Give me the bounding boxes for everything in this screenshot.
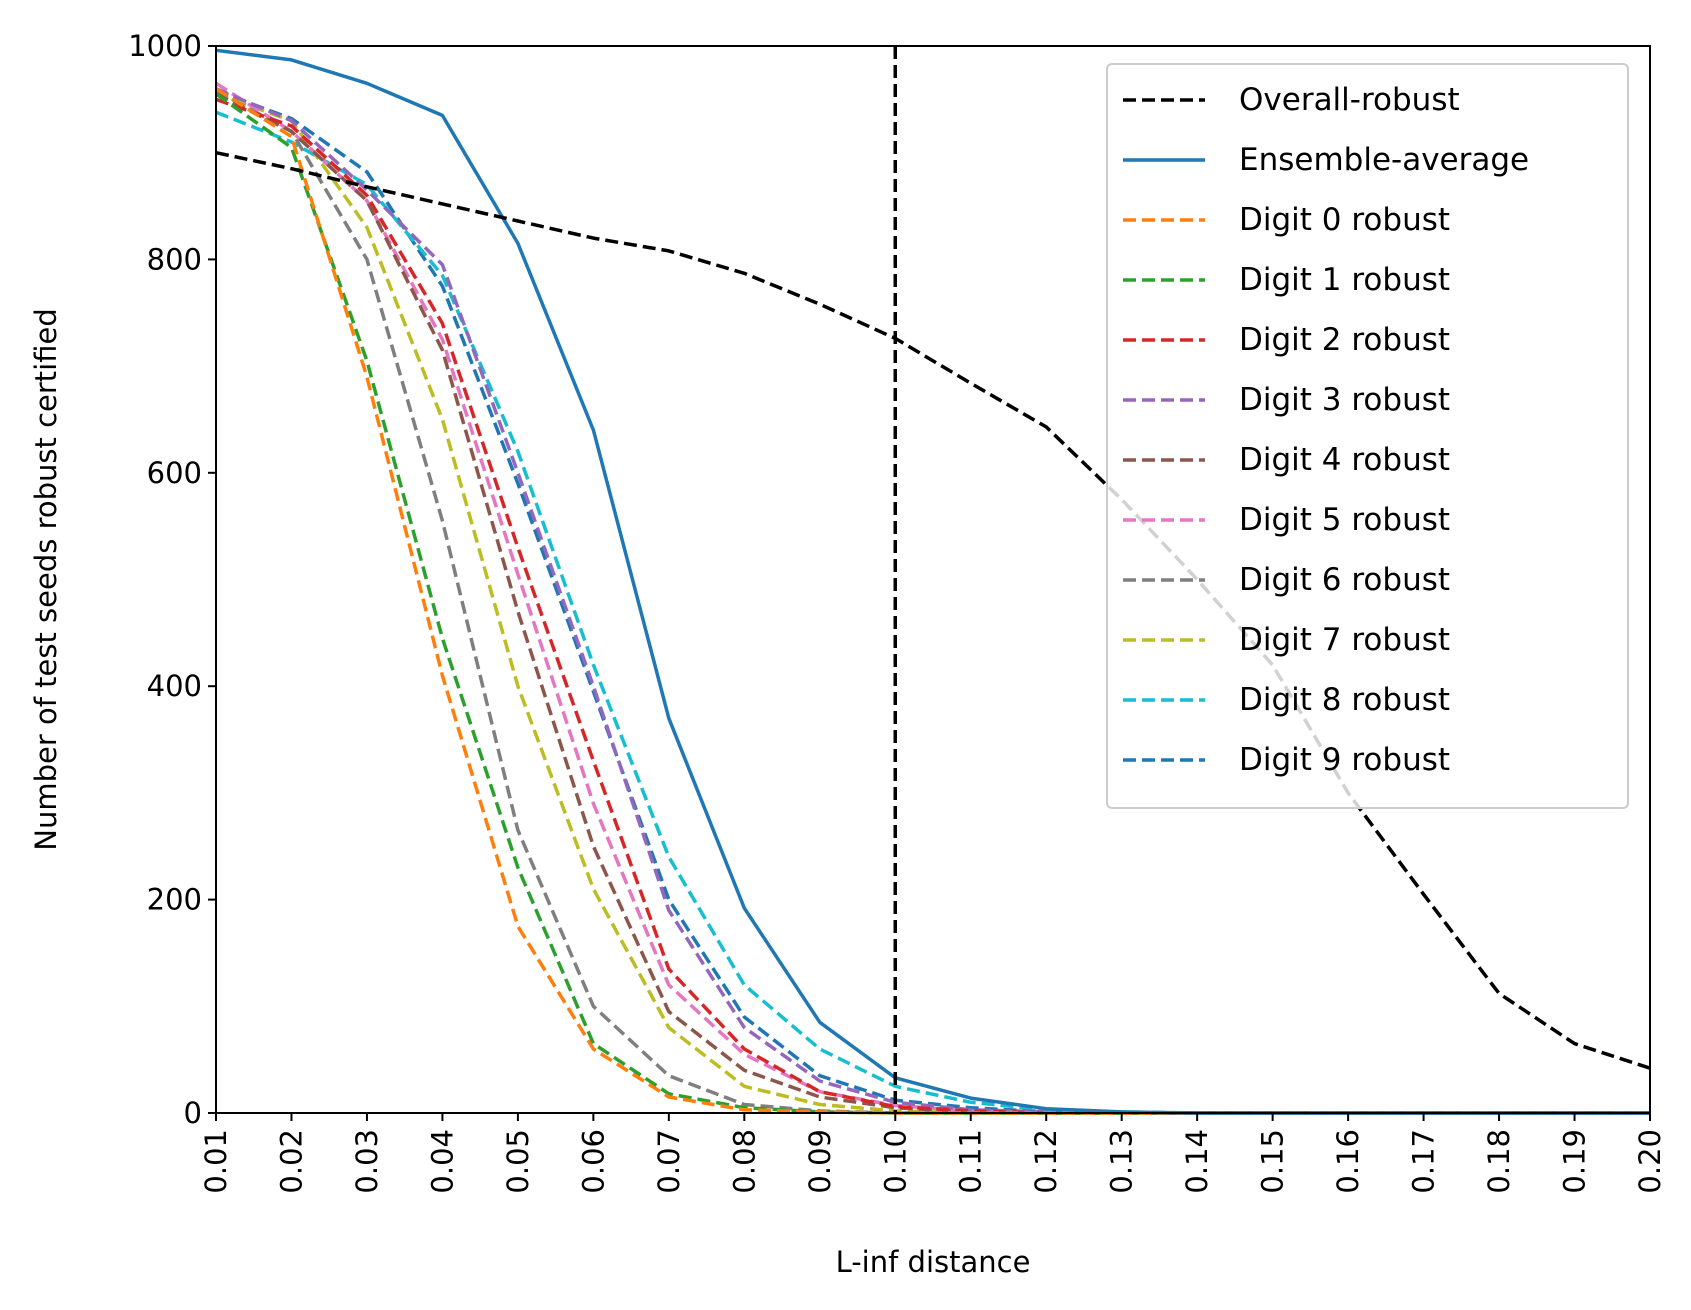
x-tick-label: 0.01	[199, 1129, 233, 1194]
x-tick-label: 0.06	[576, 1129, 610, 1194]
y-tick-label: 400	[147, 669, 202, 703]
x-tick-label: 0.16	[1331, 1129, 1365, 1194]
x-tick-label: 0.13	[1105, 1129, 1139, 1194]
legend-label: Digit 3 robust	[1239, 382, 1450, 418]
legend-label: Digit 7 robust	[1239, 622, 1450, 658]
x-tick-label: 0.12	[1029, 1129, 1063, 1194]
x-tick-label: 0.20	[1633, 1129, 1667, 1194]
legend-label: Digit 4 robust	[1239, 442, 1450, 478]
x-tick-label: 0.07	[652, 1129, 686, 1194]
x-tick-label: 0.10	[878, 1129, 912, 1194]
x-tick-label: 0.14	[1180, 1129, 1214, 1194]
legend-label: Digit 6 robust	[1239, 562, 1450, 598]
series-line-digit-4-robust	[215, 92, 1650, 1115]
series-line-digit-2-robust	[215, 97, 1650, 1115]
x-axis-label: L-inf distance	[836, 1245, 1031, 1279]
legend-box	[1106, 63, 1629, 809]
x-tick-label: 0.04	[425, 1129, 459, 1194]
x-tick-label: 0.11	[954, 1129, 988, 1194]
legend-label: Digit 1 robust	[1239, 262, 1450, 298]
y-axis-ticks: 0 200 400 600 800 1000	[128, 29, 216, 1130]
y-axis-label: Number of test seeds robust certified	[29, 308, 63, 851]
y-tick-label: 800	[147, 242, 202, 276]
x-tick-label: 0.15	[1256, 1129, 1290, 1194]
plot-area-frame	[215, 45, 1651, 1114]
x-tick-label: 0.05	[501, 1129, 535, 1194]
legend-label: Digit 5 robust	[1239, 502, 1450, 538]
x-axis-ticks: 0.01 0.02 0.03 0.04 0.05 0.06 0.07 0.08 0.09 0.10…	[199, 1113, 1667, 1194]
x-tick-label: 0.18	[1482, 1129, 1516, 1194]
legend-label: Digit 9 robust	[1239, 742, 1450, 778]
y-tick-label: 0	[184, 1096, 202, 1130]
x-tick-label: 0.02	[274, 1129, 308, 1194]
x-tick-label: 0.17	[1407, 1129, 1441, 1194]
legend-label: Ensemble-average	[1239, 142, 1529, 178]
x-tick-label: 0.19	[1558, 1129, 1592, 1194]
series-line-overall-robust	[215, 150, 1651, 1070]
x-tick-label: 0.03	[350, 1129, 384, 1194]
legend-label: Digit 0 robust	[1239, 202, 1450, 238]
legend-label: Overall-robust	[1239, 82, 1460, 118]
legend: Overall-robust Ensemble-average Digit 0 ro…	[1106, 63, 1629, 809]
series-line-digit-3-robust	[215, 87, 1650, 1115]
legend-label: Digit 2 robust	[1239, 322, 1450, 358]
y-tick-label: 600	[147, 456, 202, 490]
y-tick-label: 1000	[128, 29, 202, 63]
legend-label: Digit 8 robust	[1239, 682, 1450, 718]
x-tick-label: 0.09	[803, 1129, 837, 1194]
x-tick-label: 0.08	[727, 1129, 761, 1194]
y-tick-label: 200	[147, 883, 202, 917]
